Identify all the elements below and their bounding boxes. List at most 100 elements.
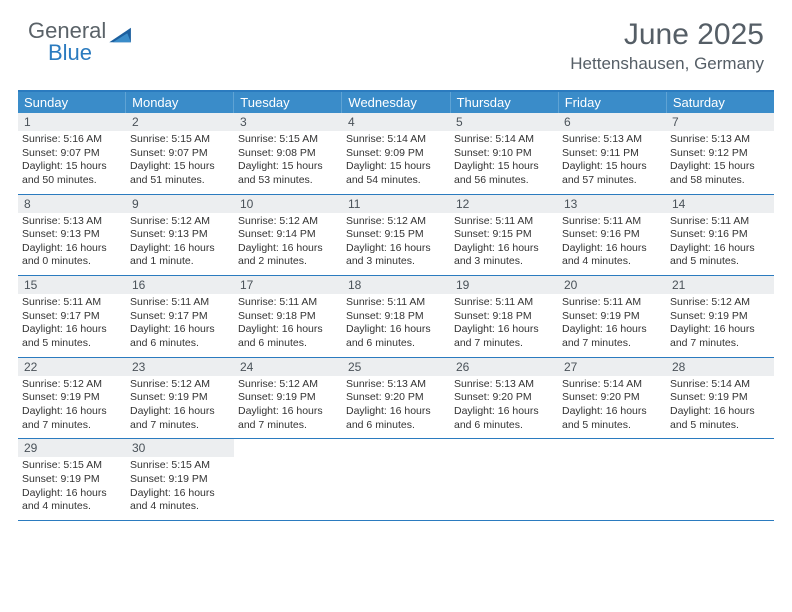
daylight-text: Daylight: 16 hours and 6 minutes. (238, 323, 338, 350)
sunrise-text: Sunrise: 5:11 AM (454, 296, 554, 310)
day-number: 24 (234, 358, 342, 376)
day-number: 9 (126, 195, 234, 213)
day-number: 8 (18, 195, 126, 213)
empty-day (342, 439, 450, 520)
sunrise-text: Sunrise: 5:15 AM (130, 459, 230, 473)
day-cell: 6Sunrise: 5:13 AMSunset: 9:11 PMDaylight… (558, 113, 666, 194)
sunset-text: Sunset: 9:19 PM (130, 391, 230, 405)
day-details: Sunrise: 5:11 AMSunset: 9:17 PMDaylight:… (126, 294, 234, 357)
daylight-text: Daylight: 16 hours and 7 minutes. (130, 405, 230, 432)
sunrise-text: Sunrise: 5:16 AM (22, 133, 122, 147)
empty-day (234, 439, 342, 520)
sunset-text: Sunset: 9:18 PM (346, 310, 446, 324)
day-cell: 28Sunrise: 5:14 AMSunset: 9:19 PMDayligh… (666, 358, 774, 439)
day-number: 2 (126, 113, 234, 131)
daylight-text: Daylight: 16 hours and 5 minutes. (562, 405, 662, 432)
sunset-text: Sunset: 9:19 PM (130, 473, 230, 487)
day-cell: 18Sunrise: 5:11 AMSunset: 9:18 PMDayligh… (342, 276, 450, 357)
day-number: 18 (342, 276, 450, 294)
day-details: Sunrise: 5:11 AMSunset: 9:19 PMDaylight:… (558, 294, 666, 357)
day-cell: 30Sunrise: 5:15 AMSunset: 9:19 PMDayligh… (126, 439, 234, 520)
day-details: Sunrise: 5:11 AMSunset: 9:17 PMDaylight:… (18, 294, 126, 357)
sunrise-text: Sunrise: 5:15 AM (130, 133, 230, 147)
day-details: Sunrise: 5:12 AMSunset: 9:19 PMDaylight:… (234, 376, 342, 439)
day-cell: 24Sunrise: 5:12 AMSunset: 9:19 PMDayligh… (234, 358, 342, 439)
sunrise-text: Sunrise: 5:11 AM (130, 296, 230, 310)
week-row: 22Sunrise: 5:12 AMSunset: 9:19 PMDayligh… (18, 358, 774, 440)
day-details: Sunrise: 5:12 AMSunset: 9:14 PMDaylight:… (234, 213, 342, 276)
sunrise-text: Sunrise: 5:13 AM (454, 378, 554, 392)
day-number: 5 (450, 113, 558, 131)
daylight-text: Daylight: 16 hours and 4 minutes. (22, 487, 122, 514)
day-cell: 17Sunrise: 5:11 AMSunset: 9:18 PMDayligh… (234, 276, 342, 357)
daylight-text: Daylight: 16 hours and 7 minutes. (670, 323, 770, 350)
day-details: Sunrise: 5:11 AMSunset: 9:18 PMDaylight:… (342, 294, 450, 357)
sunset-text: Sunset: 9:13 PM (22, 228, 122, 242)
daylight-text: Daylight: 15 hours and 57 minutes. (562, 160, 662, 187)
day-cell: 4Sunrise: 5:14 AMSunset: 9:09 PMDaylight… (342, 113, 450, 194)
daylight-text: Daylight: 16 hours and 6 minutes. (130, 323, 230, 350)
sunrise-text: Sunrise: 5:12 AM (130, 378, 230, 392)
week-row: 8Sunrise: 5:13 AMSunset: 9:13 PMDaylight… (18, 195, 774, 277)
sunset-text: Sunset: 9:20 PM (454, 391, 554, 405)
day-cell: 19Sunrise: 5:11 AMSunset: 9:18 PMDayligh… (450, 276, 558, 357)
day-cell: 26Sunrise: 5:13 AMSunset: 9:20 PMDayligh… (450, 358, 558, 439)
sunrise-text: Sunrise: 5:11 AM (22, 296, 122, 310)
day-cell: 11Sunrise: 5:12 AMSunset: 9:15 PMDayligh… (342, 195, 450, 276)
day-number: 20 (558, 276, 666, 294)
day-details: Sunrise: 5:15 AMSunset: 9:19 PMDaylight:… (18, 457, 126, 520)
weekday-header: Thursday (451, 92, 559, 113)
sunrise-text: Sunrise: 5:12 AM (130, 215, 230, 229)
sunset-text: Sunset: 9:19 PM (670, 391, 770, 405)
sunset-text: Sunset: 9:11 PM (562, 147, 662, 161)
day-details: Sunrise: 5:13 AMSunset: 9:20 PMDaylight:… (450, 376, 558, 439)
daylight-text: Daylight: 16 hours and 2 minutes. (238, 242, 338, 269)
sunset-text: Sunset: 9:18 PM (238, 310, 338, 324)
day-number: 25 (342, 358, 450, 376)
day-details: Sunrise: 5:12 AMSunset: 9:19 PMDaylight:… (18, 376, 126, 439)
sunrise-text: Sunrise: 5:14 AM (346, 133, 446, 147)
sunset-text: Sunset: 9:19 PM (22, 473, 122, 487)
daylight-text: Daylight: 16 hours and 4 minutes. (130, 487, 230, 514)
day-number: 12 (450, 195, 558, 213)
empty-day (450, 439, 558, 520)
sunset-text: Sunset: 9:07 PM (130, 147, 230, 161)
daylight-text: Daylight: 15 hours and 56 minutes. (454, 160, 554, 187)
day-details: Sunrise: 5:12 AMSunset: 9:13 PMDaylight:… (126, 213, 234, 276)
logo: GeneralBlue (28, 18, 134, 66)
sunrise-text: Sunrise: 5:12 AM (238, 378, 338, 392)
sunset-text: Sunset: 9:15 PM (346, 228, 446, 242)
daylight-text: Daylight: 15 hours and 58 minutes. (670, 160, 770, 187)
sunrise-text: Sunrise: 5:11 AM (670, 215, 770, 229)
day-details: Sunrise: 5:13 AMSunset: 9:20 PMDaylight:… (342, 376, 450, 439)
day-cell: 1Sunrise: 5:16 AMSunset: 9:07 PMDaylight… (18, 113, 126, 194)
weekday-header: Sunday (18, 92, 126, 113)
daylight-text: Daylight: 16 hours and 3 minutes. (346, 242, 446, 269)
sunset-text: Sunset: 9:20 PM (346, 391, 446, 405)
logo-triangle-icon (108, 26, 134, 44)
day-number: 28 (666, 358, 774, 376)
sunset-text: Sunset: 9:07 PM (22, 147, 122, 161)
daylight-text: Daylight: 16 hours and 6 minutes. (346, 323, 446, 350)
sunrise-text: Sunrise: 5:14 AM (670, 378, 770, 392)
day-cell: 16Sunrise: 5:11 AMSunset: 9:17 PMDayligh… (126, 276, 234, 357)
day-details: Sunrise: 5:11 AMSunset: 9:18 PMDaylight:… (234, 294, 342, 357)
day-number: 27 (558, 358, 666, 376)
daylight-text: Daylight: 16 hours and 5 minutes. (22, 323, 122, 350)
day-number: 3 (234, 113, 342, 131)
daylight-text: Daylight: 15 hours and 53 minutes. (238, 160, 338, 187)
daylight-text: Daylight: 16 hours and 0 minutes. (22, 242, 122, 269)
sunrise-text: Sunrise: 5:12 AM (238, 215, 338, 229)
day-number: 4 (342, 113, 450, 131)
day-cell: 12Sunrise: 5:11 AMSunset: 9:15 PMDayligh… (450, 195, 558, 276)
day-cell: 29Sunrise: 5:15 AMSunset: 9:19 PMDayligh… (18, 439, 126, 520)
day-cell: 3Sunrise: 5:15 AMSunset: 9:08 PMDaylight… (234, 113, 342, 194)
sunset-text: Sunset: 9:14 PM (238, 228, 338, 242)
month-title: June 2025 (570, 18, 764, 52)
day-number: 14 (666, 195, 774, 213)
weekday-header: Tuesday (234, 92, 342, 113)
daylight-text: Daylight: 16 hours and 4 minutes. (562, 242, 662, 269)
calendar: SundayMondayTuesdayWednesdayThursdayFrid… (18, 90, 774, 521)
daylight-text: Daylight: 16 hours and 7 minutes. (562, 323, 662, 350)
day-details: Sunrise: 5:16 AMSunset: 9:07 PMDaylight:… (18, 131, 126, 194)
